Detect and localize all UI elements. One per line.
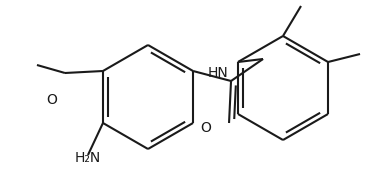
Text: HN: HN	[208, 66, 228, 80]
Text: O: O	[201, 121, 212, 135]
Text: H₂N: H₂N	[75, 151, 101, 165]
Text: O: O	[46, 93, 57, 107]
